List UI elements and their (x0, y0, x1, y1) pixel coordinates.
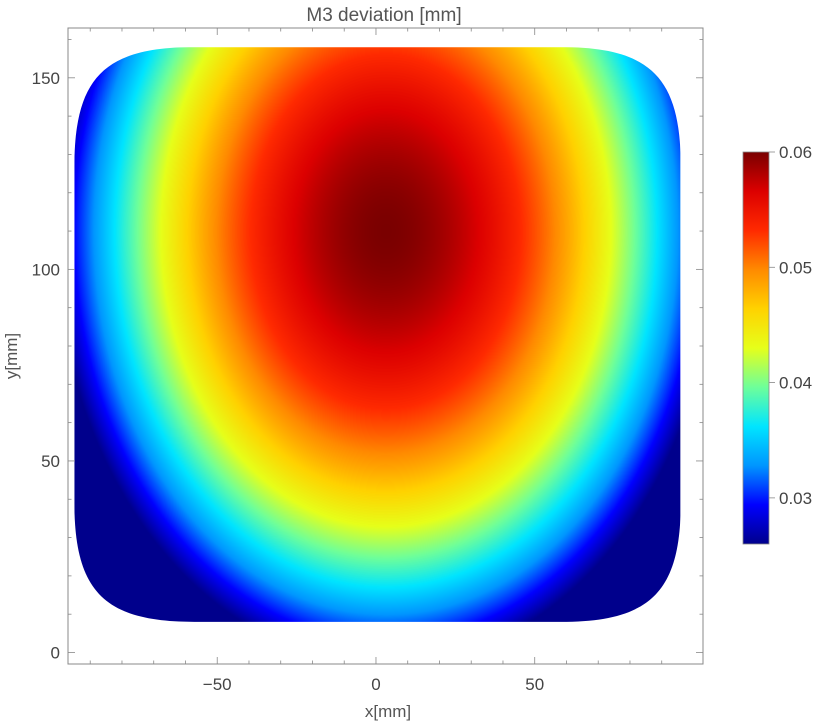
x-tick-label: −50 (203, 675, 232, 694)
colorbar-gradient (742, 151, 770, 545)
colorbar-tick-label: 0.04 (779, 374, 812, 393)
chart-title: M3 deviation [mm] (306, 5, 461, 26)
x-tick-label: 50 (525, 675, 544, 694)
y-tick-label: 150 (32, 69, 60, 88)
colorbar-tick-label: 0.06 (779, 143, 812, 162)
y-axis-label: y[mm] (2, 333, 21, 379)
y-tick-label: 0 (51, 644, 60, 663)
y-axis: 0 50 100 150 (32, 69, 703, 663)
colorbar-tick-label: 0.03 (779, 489, 812, 508)
x-axis-label: x[mm] (365, 702, 411, 721)
colorbar-ticks: 0.03 0.04 0.05 0.06 (769, 143, 812, 508)
colorbar: 0.03 0.04 0.05 0.06 (742, 143, 812, 545)
x-axis: −50 0 50 (203, 28, 544, 694)
plot-frame (67, 27, 704, 665)
colorbar-tick-label: 0.05 (779, 258, 812, 277)
y-tick-label: 50 (41, 452, 60, 471)
x-tick-label: 0 (371, 675, 380, 694)
y-tick-label: 100 (32, 260, 60, 279)
heatmap-field (74, 47, 681, 622)
